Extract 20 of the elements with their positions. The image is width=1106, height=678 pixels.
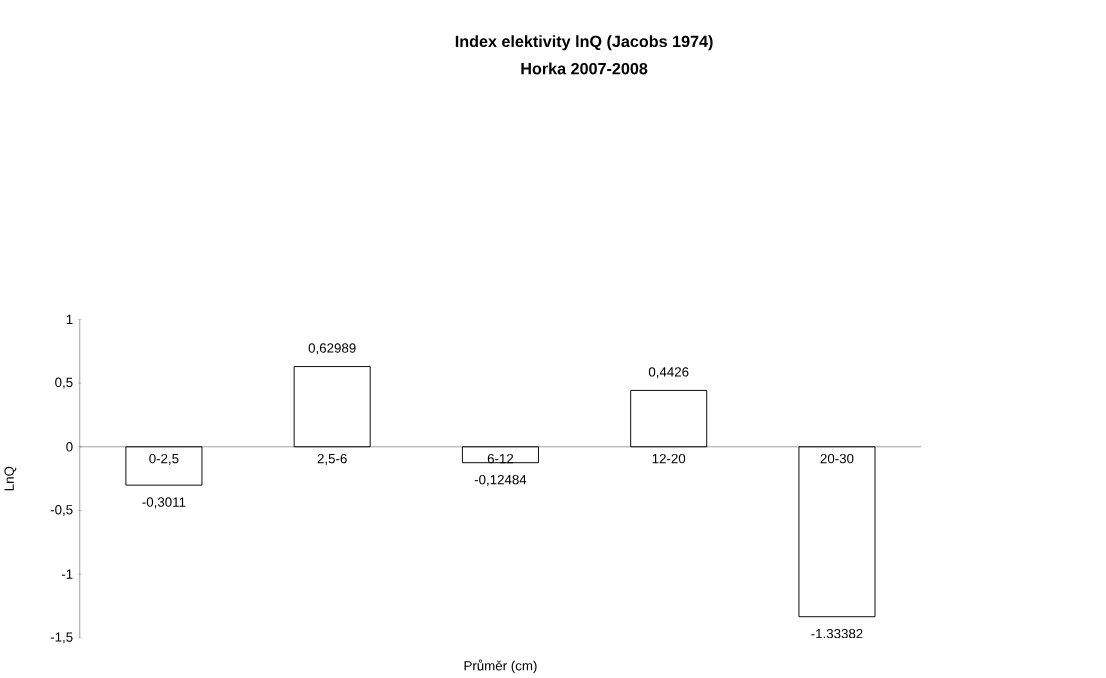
y-tick-label: 0,5	[55, 377, 73, 389]
x-tick-label: 6-12	[487, 454, 514, 464]
data-label: -0,3011	[142, 497, 186, 509]
data-label: 0,62989	[308, 343, 356, 355]
x-tick-label: 0-2,5	[149, 454, 179, 466]
data-label: -1,33382	[811, 629, 863, 641]
x-tick-label: 12-20	[652, 454, 686, 464]
y-tick-label: 1	[66, 315, 73, 325]
y-axis-title: LnQ	[4, 466, 17, 491]
data-label: -0,12484	[474, 475, 527, 487]
chart-title: Index elektivity lnQ (Jacobs 1974)	[455, 35, 713, 51]
chart-subtitle: Horka 2007-2008	[521, 62, 648, 75]
data-label: 0,4426	[648, 367, 689, 379]
y-tick-label: 0	[66, 442, 73, 452]
x-tick-label: 2,5-6	[317, 454, 347, 466]
y-tick-label: -1	[61, 569, 73, 579]
x-axis-title: Průměr (cm)	[464, 659, 537, 674]
y-tick-label: -1,5	[50, 632, 73, 644]
y-tick-label: -0,5	[50, 505, 73, 517]
x-tick-label: 20-30	[820, 454, 854, 464]
